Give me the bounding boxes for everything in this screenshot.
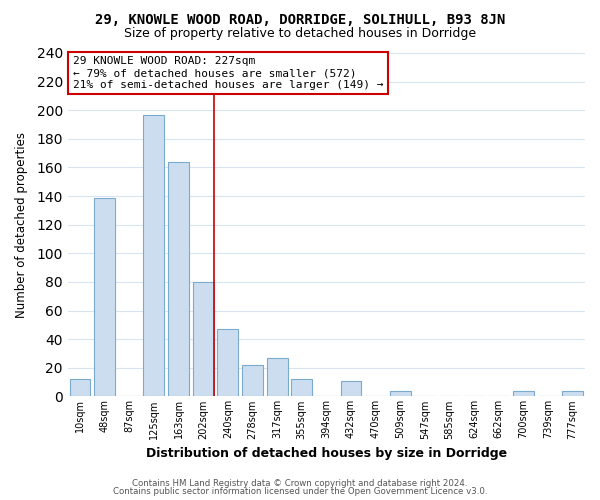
Text: Contains public sector information licensed under the Open Government Licence v3: Contains public sector information licen… [113,487,487,496]
Bar [242,365,263,396]
Text: 29 KNOWLE WOOD ROAD: 227sqm
← 79% of detached houses are smaller (572)
21% of se: 29 KNOWLE WOOD ROAD: 227sqm ← 79% of det… [73,56,383,90]
Text: 29, KNOWLE WOOD ROAD, DORRIDGE, SOLIHULL, B93 8JN: 29, KNOWLE WOOD ROAD, DORRIDGE, SOLIHULL… [95,12,505,26]
Bar [266,358,287,397]
Bar [70,379,91,396]
Bar [94,198,115,396]
Text: Size of property relative to detached houses in Dorridge: Size of property relative to detached ho… [124,28,476,40]
Bar [168,162,189,396]
Y-axis label: Number of detached properties: Number of detached properties [15,132,28,318]
Bar [513,390,534,396]
Bar [562,390,583,396]
Bar [193,282,214,397]
Bar [341,380,361,396]
Bar [143,114,164,396]
Bar [390,390,411,396]
Bar [291,379,312,396]
X-axis label: Distribution of detached houses by size in Dorridge: Distribution of detached houses by size … [146,447,507,460]
Text: Contains HM Land Registry data © Crown copyright and database right 2024.: Contains HM Land Registry data © Crown c… [132,478,468,488]
Bar [217,329,238,396]
